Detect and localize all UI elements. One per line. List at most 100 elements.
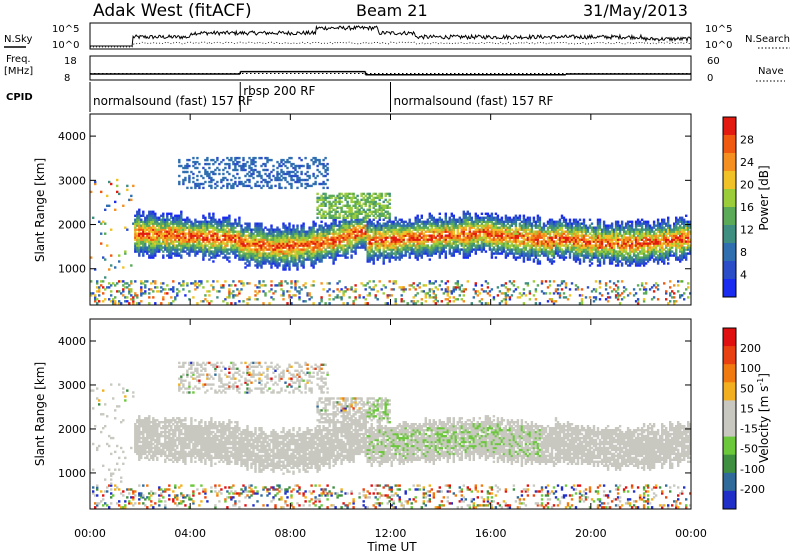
- power-cell-364: [154, 280, 156, 282]
- power-cell-4835: [539, 240, 541, 242]
- power-cell-1264: [232, 280, 234, 282]
- power-cell-4726: [529, 290, 531, 292]
- power-cell-1094: [216, 157, 218, 159]
- power-cell-3698: [425, 284, 427, 286]
- power-cell-4272: [481, 213, 483, 215]
- power-cell-4782: [533, 217, 535, 219]
- power-cell-2544: [326, 179, 328, 181]
- power-cell-2492: [324, 302, 326, 304]
- power-cell-3656: [421, 298, 423, 300]
- power-cell-29: [100, 233, 102, 235]
- power-cell-3008: [365, 298, 367, 300]
- power-cell-4784: [535, 298, 537, 300]
- cpid-segment-label-0: normalsound (fast) 157 RF: [93, 94, 253, 108]
- power-cell-663: [182, 288, 184, 290]
- power-cell-2032: [290, 280, 292, 282]
- power-cell-2551: [328, 294, 330, 296]
- power-cell-1803: [272, 165, 274, 167]
- power-cell-4100: [465, 288, 467, 290]
- power-cell-3464: [401, 294, 403, 296]
- power-cell-77: [116, 185, 118, 187]
- power-cell-42: [104, 233, 106, 235]
- power-cell-3485: [403, 300, 405, 302]
- power-cell-133: [134, 280, 136, 282]
- power-cell-4764: [533, 280, 535, 282]
- power-cell-2197: [300, 159, 302, 161]
- power-cell-4312: [487, 282, 489, 284]
- power-cell-3694: [425, 300, 427, 302]
- power-cell-1263: [232, 290, 234, 292]
- power-cell-3654: [419, 219, 421, 221]
- power-cell-3859: [441, 280, 443, 282]
- power-cell-3357: [389, 207, 391, 209]
- power-cell-107: [126, 229, 128, 231]
- power-cell-4661: [523, 288, 525, 290]
- power-cell-2393: [316, 193, 318, 195]
- freq-label-top: Freq.: [6, 54, 31, 65]
- power-cell-3798: [435, 294, 437, 296]
- power-cell-72: [114, 209, 116, 211]
- power-cell-4724: [529, 298, 531, 300]
- power-cell-2522: [324, 157, 326, 159]
- power-cell-2516: [324, 193, 326, 195]
- power-cell-247: [144, 284, 146, 286]
- power-cell-3426: [395, 217, 397, 219]
- power-cell-937: [204, 181, 206, 183]
- power-cell-1599: [258, 290, 260, 292]
- power-cell-4569: [513, 280, 515, 282]
- power-cell-4914: [549, 292, 551, 294]
- power-cell-130: [132, 185, 134, 187]
- power-cell-31: [100, 191, 102, 193]
- power-cell-2889: [352, 193, 354, 195]
- power-cell-13: [94, 181, 96, 183]
- power-cell-993: [210, 300, 212, 302]
- power-cell-1467: [248, 296, 250, 298]
- power-cell-1159: [222, 159, 224, 161]
- power-cell-3612: [417, 292, 419, 294]
- power-cell-1237: [228, 163, 230, 165]
- power-cell-4610: [517, 286, 519, 288]
- power-cell-3800: [435, 280, 437, 282]
- power-cell-3655: [421, 302, 423, 304]
- power-cell-2156: [298, 248, 300, 250]
- power-cell-1781: [270, 159, 272, 161]
- power-cell-2840: [350, 286, 352, 288]
- power-cell-2517: [324, 183, 326, 185]
- power-cell-4532: [509, 288, 511, 290]
- power-cell-873: [200, 280, 202, 282]
- power-cell-1234: [228, 173, 230, 175]
- power-cell-1570: [254, 157, 256, 159]
- power-cell-2894: [354, 284, 356, 286]
- power-cell-967: [208, 290, 210, 292]
- power-cell-3180: [377, 290, 379, 292]
- power-cell-2684: [338, 280, 340, 282]
- power-cell-2729: [340, 201, 342, 203]
- power-cell-442: [162, 296, 164, 298]
- power-cell-1161: [224, 280, 226, 282]
- power-cell-914: [202, 177, 204, 179]
- power-cell-1232: [228, 215, 230, 217]
- power-cell-2815: [348, 296, 350, 298]
- power-cell-966: [208, 294, 210, 296]
- nave-label: Nave: [758, 66, 784, 77]
- power-cell-964: [206, 157, 208, 159]
- power-cell-2549: [328, 302, 330, 304]
- power-cell-69: [114, 296, 116, 298]
- power-cell-4786: [535, 288, 537, 290]
- power-cell-71: [114, 266, 116, 268]
- power-cell-3923: [447, 280, 449, 282]
- power-cell-3554: [409, 219, 411, 221]
- power-cell-991: [208, 167, 210, 169]
- power-cell-1012: [210, 185, 212, 187]
- power-cell-2222: [302, 223, 304, 225]
- nsky-trace: [90, 26, 691, 47]
- power-cell-1393: [242, 282, 244, 284]
- beam-title: Beam 21: [356, 1, 428, 20]
- power-cell-1361: [238, 181, 240, 183]
- power-cell-1338: [238, 290, 240, 292]
- power-cell-2143: [296, 171, 298, 173]
- power-cell-28: [100, 242, 102, 244]
- power-cell-1020: [212, 280, 214, 282]
- power-cell-59: [110, 264, 112, 266]
